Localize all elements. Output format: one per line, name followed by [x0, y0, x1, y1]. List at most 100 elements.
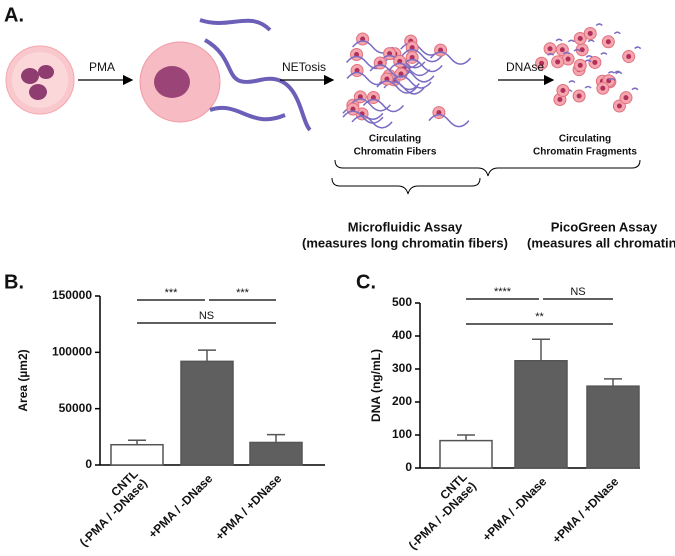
- chromatin: [600, 52, 608, 56]
- chromatin: [631, 87, 639, 91]
- chromatin: [369, 64, 411, 78]
- chromatin: [607, 71, 615, 74]
- y-tick-label: 0: [85, 457, 92, 471]
- caption: Chromatin Fibers: [354, 147, 437, 158]
- nucleus: [397, 58, 403, 64]
- nucleus: [409, 54, 415, 60]
- brace: [331, 177, 481, 195]
- y-tick-label: 100: [392, 427, 412, 441]
- chromatin: [429, 51, 472, 65]
- nucleus: [616, 103, 622, 109]
- chromatin: [567, 39, 575, 43]
- nucleus: [600, 85, 606, 91]
- nucleus: [565, 56, 571, 62]
- nucleus: [539, 60, 545, 66]
- nucleus: [154, 66, 190, 98]
- nucleus: [547, 46, 553, 52]
- x-tick-group: +PMA / +DNase: [213, 471, 285, 543]
- nucleus: [377, 60, 383, 66]
- nucleus: [354, 52, 360, 58]
- caption: Circulating: [559, 134, 611, 145]
- nucleus: [577, 62, 583, 68]
- significance-label: NS: [570, 286, 585, 298]
- chromatin: [595, 23, 603, 27]
- nucleus: [387, 51, 393, 57]
- chromatin: [209, 106, 286, 122]
- nucleus: [38, 65, 54, 79]
- bar: [514, 360, 568, 469]
- y-tick-label: 100000: [52, 345, 92, 359]
- chromatin: [401, 58, 443, 73]
- y-axis-label: DNA (ng/mL): [369, 349, 383, 422]
- bar: [586, 385, 640, 469]
- y-axis-label: Area (µm2): [16, 349, 30, 411]
- significance-label: ****: [494, 286, 512, 298]
- significance-label: NS: [199, 310, 214, 322]
- nucleus: [555, 59, 561, 65]
- nucleus: [21, 68, 39, 84]
- nucleus: [576, 93, 582, 99]
- nucleus: [560, 87, 566, 93]
- x-tick-label: +PMA / -DNase: [480, 474, 550, 544]
- chromatin: [203, 38, 312, 132]
- cell: [12, 52, 68, 108]
- chromatin: [401, 48, 443, 63]
- chromatin: [199, 18, 272, 32]
- y-tick-label: 400: [392, 328, 412, 342]
- y-tick-label: 50000: [59, 401, 93, 415]
- chromatin: [587, 39, 595, 43]
- chromatin: [584, 59, 592, 63]
- schematic-art: [5, 18, 642, 195]
- nucleus: [29, 84, 47, 100]
- chromatin: [614, 70, 622, 74]
- x-tick-label: +PMA / +DNase: [550, 474, 622, 546]
- significance-label: ***: [236, 287, 250, 299]
- x-tick-group: CNTL(-PMA / -DNase): [406, 470, 479, 552]
- chromatin: [555, 38, 563, 42]
- nucleus: [592, 59, 598, 65]
- chromatin: [428, 113, 470, 128]
- x-tick-group: +PMA / -DNase: [146, 471, 216, 541]
- nucleus: [557, 97, 563, 103]
- nucleus: [360, 36, 366, 42]
- x-tick-group: +PMA / -DNase: [480, 474, 550, 544]
- assay-note: (measures long chromatin fibers): [302, 235, 508, 250]
- nucleus: [370, 95, 376, 101]
- step-label: NETosis: [282, 60, 326, 74]
- caption: Chromatin Fragments: [533, 147, 637, 158]
- chromatin: [351, 115, 393, 129]
- assay-name: Microfluidic Assay: [348, 219, 463, 234]
- x-tick-label: +PMA / +DNase: [213, 471, 285, 543]
- chromatin: [362, 98, 405, 113]
- nucleus: [438, 47, 444, 53]
- bar: [180, 360, 234, 466]
- chromatin: [547, 53, 555, 56]
- chromatin: [584, 85, 592, 89]
- x-tick-label: +PMA / -DNase: [146, 471, 216, 541]
- chromatin: [342, 110, 384, 124]
- bar: [249, 441, 303, 466]
- chromatin: [608, 77, 616, 81]
- nucleus: [354, 68, 360, 74]
- chromatin: [389, 62, 431, 77]
- significance-label: ***: [165, 287, 179, 299]
- nucleus: [398, 71, 404, 77]
- nucleus: [577, 36, 583, 42]
- nucleus: [436, 110, 442, 116]
- chromatin: [573, 48, 581, 52]
- nucleus: [626, 54, 632, 60]
- assay-name: PicoGreen Assay: [551, 219, 658, 234]
- chromatin: [585, 55, 593, 58]
- nucleus: [409, 45, 415, 51]
- nucleus: [587, 30, 593, 36]
- significance-label: **: [535, 311, 544, 323]
- nucleus: [384, 76, 390, 82]
- step-label: DNAse: [506, 60, 544, 74]
- nucleus: [605, 39, 611, 45]
- chromatin: [349, 98, 391, 112]
- chromatin: [568, 80, 576, 84]
- assay-note: (measures all chromatin): [527, 235, 675, 250]
- chromatin: [563, 51, 571, 55]
- y-tick-label: 150000: [52, 288, 92, 302]
